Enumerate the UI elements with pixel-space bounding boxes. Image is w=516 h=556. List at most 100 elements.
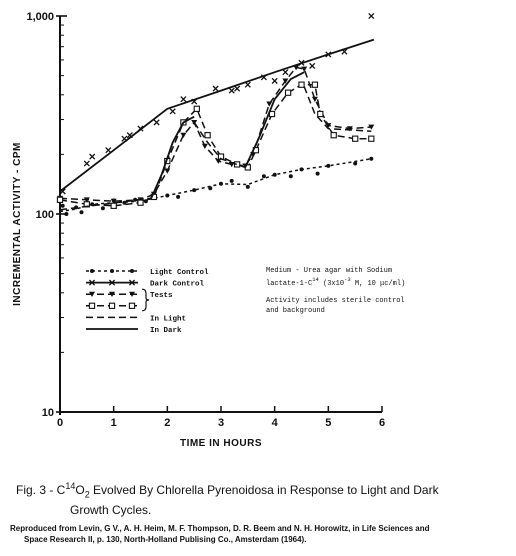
data-point xyxy=(192,188,197,193)
legend-entry: Dark Control xyxy=(86,279,205,289)
data-point xyxy=(245,184,250,189)
data-point xyxy=(169,108,176,115)
caption-subscript: 2 xyxy=(84,489,90,500)
legend-marker xyxy=(128,302,136,309)
data-point xyxy=(352,135,359,142)
caption-suffix: Evolved By Chlorella Pyrenoidosa in Resp… xyxy=(89,483,439,497)
figure-caption: Fig. 3 - C14O2 Evolved By Chlorella Pyre… xyxy=(16,478,506,518)
data-point xyxy=(288,174,293,179)
data-point xyxy=(284,89,292,96)
caption-mid: O xyxy=(75,483,85,497)
series-2 xyxy=(59,12,375,195)
data-point xyxy=(369,156,374,161)
y-tick-label: 1,000 xyxy=(26,11,54,23)
legend-label: In Light xyxy=(150,315,186,323)
data-point xyxy=(298,81,305,88)
chart: 0 1 2 3 4 5 6 1,000 100 10 TIME IN HOURS INCREMENTA… xyxy=(12,11,405,449)
data-point xyxy=(326,163,331,168)
reference-line-1: Reproduced from Levin, G V., A. H. Heim,… xyxy=(10,524,430,533)
series-line xyxy=(303,86,372,132)
series-line xyxy=(193,121,246,169)
data-point xyxy=(212,85,219,92)
data-point xyxy=(153,119,160,126)
annotation-line-4: and background xyxy=(266,307,325,315)
series-4 xyxy=(56,81,375,209)
data-point xyxy=(208,186,213,191)
annotation-line-3: Activity includes sterile control xyxy=(266,297,405,305)
legend-entry: Light Control xyxy=(86,269,209,277)
data-point xyxy=(64,212,69,216)
caption-superscript: 14 xyxy=(65,481,76,491)
legend-label: Tests xyxy=(150,292,173,300)
x-tick-label: 6 xyxy=(379,417,385,429)
legend-entry: In Dark xyxy=(86,327,182,335)
series-line xyxy=(59,83,372,207)
x-tick-label: 2 xyxy=(164,417,170,429)
data-point xyxy=(56,196,64,203)
data-point xyxy=(204,132,211,139)
series-5 xyxy=(59,86,372,211)
data-point xyxy=(282,68,289,76)
data-point xyxy=(88,153,96,160)
x-tick-label: 1 xyxy=(111,417,117,429)
axes: 0 1 2 3 4 5 6 1,000 100 10 TIME IN HOURS INCREMENTA… xyxy=(12,11,385,449)
x-tick-label: 3 xyxy=(218,417,224,429)
data-point xyxy=(272,172,277,177)
data-point xyxy=(60,203,65,208)
series-line xyxy=(244,71,305,168)
series-3 xyxy=(57,65,375,204)
data-point xyxy=(176,194,181,199)
data-point xyxy=(180,132,187,138)
annotation-line-1: Medium - Urea agar with Sodium xyxy=(266,267,392,275)
data-point xyxy=(121,135,128,142)
data-point xyxy=(219,181,223,186)
x-axis-title: TIME IN HOURS xyxy=(180,438,262,449)
caption-prefix: Fig. 3 - C xyxy=(16,483,66,497)
data-point xyxy=(83,160,91,167)
legend-label: Light Control xyxy=(150,269,209,277)
data-point xyxy=(233,85,241,92)
legend-entry xyxy=(86,302,138,309)
data-point xyxy=(100,206,105,211)
data-point xyxy=(311,96,318,102)
y-tick-label: 10 xyxy=(42,407,54,419)
series-line xyxy=(59,197,152,211)
data-point xyxy=(137,199,144,206)
data-point xyxy=(368,12,375,20)
data-point xyxy=(164,168,171,174)
legend-marker xyxy=(88,302,96,309)
legend-entry: In Light xyxy=(86,315,186,323)
data-point xyxy=(244,81,252,88)
data-point xyxy=(105,146,112,154)
data-point xyxy=(368,135,375,142)
legend-label: In Dark xyxy=(150,327,182,335)
data-point xyxy=(228,87,235,94)
data-point xyxy=(311,81,319,88)
data-point xyxy=(308,62,316,70)
data-point xyxy=(317,110,324,118)
data-point xyxy=(353,161,358,166)
data-point xyxy=(271,77,278,85)
legend-entry: Tests xyxy=(86,291,173,300)
data-point xyxy=(261,174,266,179)
data-point xyxy=(330,132,337,139)
series-6 xyxy=(150,71,305,199)
legend-marker xyxy=(130,269,134,273)
data-point xyxy=(315,171,320,176)
data-point xyxy=(201,143,208,149)
series-1 xyxy=(59,156,374,216)
data-point xyxy=(165,193,170,198)
legend-marker xyxy=(90,269,94,273)
legend-marker xyxy=(108,302,116,309)
y-tick-label: 100 xyxy=(36,209,54,221)
annotation-line-2: lactate-1-C14 (3x10-3 M, 10 μc/ml) xyxy=(266,276,405,288)
series-line xyxy=(150,115,195,199)
legend-brace xyxy=(141,288,150,312)
legend-label: Dark Control xyxy=(150,281,205,289)
data-point xyxy=(79,210,84,215)
data-point xyxy=(299,167,304,172)
caption-line-2: Growth Cycles. xyxy=(70,503,152,518)
reference-line-2: Space Research II, p. 130, North-Holland… xyxy=(24,535,307,544)
x-tick-label: 5 xyxy=(325,417,331,429)
data-point xyxy=(180,95,187,103)
